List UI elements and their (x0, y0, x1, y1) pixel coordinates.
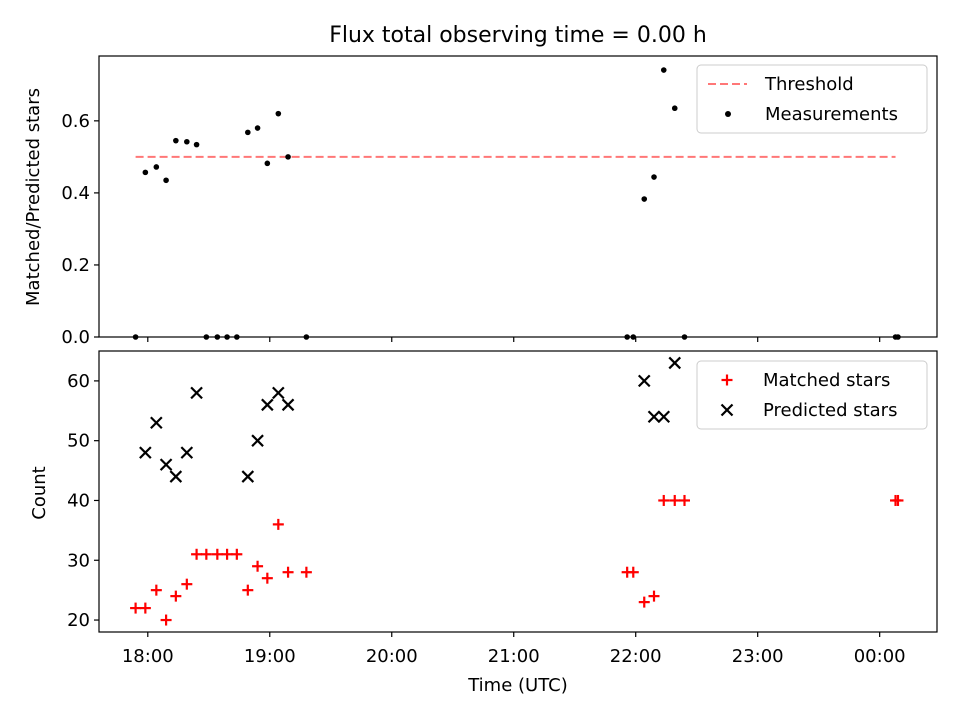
legend-matched-swatch (721, 374, 733, 386)
predicted-stars-point (169, 470, 183, 483)
x-tick-label: 21:00 (488, 646, 540, 667)
count-points (130, 356, 904, 626)
matched-stars-point (252, 560, 264, 572)
counts-plot-frame (98, 350, 938, 633)
y-tick-label: 40 (67, 490, 90, 511)
ratio-legend-box (696, 64, 928, 134)
predicted-stars-point (637, 374, 651, 388)
y-tick-label: 30 (67, 550, 90, 571)
matched-stars-point (130, 602, 142, 614)
counts-panel: 20 30 40 50 60 18:00 19:00 20:00 21:00 22:00 23:0… (29, 350, 938, 696)
predicted-stars-point (668, 356, 682, 370)
y-tick-label: 0.2 (61, 255, 90, 276)
matched-stars-point (272, 518, 284, 530)
ratio-y-axis-title: Matched/Predicted stars (23, 88, 44, 306)
matched-stars-point (200, 548, 212, 560)
predicted-stars-point (272, 386, 285, 400)
measurement-point (641, 196, 648, 202)
matched-stars-point (648, 590, 660, 602)
measurement-point (193, 141, 200, 148)
measurement-point (671, 105, 678, 112)
x-tick-label: 19:00 (244, 646, 296, 667)
legend-threshold-label: Threshold (764, 74, 854, 95)
y-tick-label: 0.4 (61, 183, 90, 204)
y-tick-label: 0.0 (61, 327, 90, 348)
y-tick-label: 0.6 (61, 111, 90, 132)
predicted-stars-point (190, 386, 203, 400)
matched-stars-point (221, 548, 233, 560)
matched-stars-point (139, 602, 151, 614)
ratio-y-ticks: 0.0 0.2 0.4 0.6 (61, 111, 99, 348)
predicted-stars-point (159, 458, 173, 471)
matched-stars-point (211, 548, 223, 560)
matched-stars-point (160, 614, 172, 626)
legend-matched-marker (721, 374, 733, 386)
measurement-point (264, 160, 271, 167)
counts-y-ticks: 20 30 40 50 60 (67, 371, 99, 631)
matched-stars-point (658, 494, 670, 506)
x-tick-label: 18:00 (122, 646, 174, 667)
x-tick-label: 00:00 (854, 646, 906, 667)
predicted-stars-point (139, 446, 152, 459)
counts-x-ticks: 18:00 19:00 20:00 21:00 22:00 23:00 00:00 (122, 632, 906, 667)
matched-stars-point (892, 494, 904, 506)
y-tick-label: 20 (67, 610, 90, 631)
predicted-stars-point (251, 434, 264, 447)
measurement-point (651, 174, 657, 180)
predicted-stars-point (180, 446, 194, 459)
ratio-plot-frame (98, 55, 938, 338)
legend-predicted-swatch (720, 403, 734, 417)
predicted-stars-point (150, 416, 163, 430)
y-tick-label: 50 (67, 431, 90, 452)
measurement-point (285, 154, 291, 160)
chart-title: Flux total observing time = 0.00 h (329, 23, 707, 48)
x-tick-label: 22:00 (610, 646, 662, 667)
predicted-stars-point (241, 470, 255, 483)
matched-stars-point (231, 548, 243, 560)
measurement-point (660, 67, 667, 73)
matched-stars-point (181, 578, 193, 590)
predicted-stars-point (281, 398, 295, 412)
matched-stars-point (627, 566, 639, 578)
matched-stars-point (638, 596, 650, 608)
x-axis-title: Time (UTC) (467, 675, 568, 696)
predicted-stars-point (647, 410, 661, 424)
matched-stars-point (242, 584, 254, 596)
legend-measurements-swatch (725, 111, 731, 117)
legend-predicted-label: Predicted stars (763, 400, 897, 421)
legend-measurements-label: Measurements (765, 104, 898, 125)
matched-stars-point (150, 584, 162, 596)
matched-stars-point (669, 494, 681, 506)
legend-predicted-marker (720, 403, 734, 417)
ratio-x-ticks (147, 337, 881, 342)
measurement-point (275, 110, 282, 117)
measurement-point (173, 137, 179, 144)
measurement-point (254, 125, 261, 131)
measurement-point (142, 169, 149, 176)
x-tick-label: 20:00 (366, 646, 418, 667)
matched-stars-point (300, 566, 312, 578)
ratio-legend: Threshold Measurements (696, 64, 928, 134)
predicted-stars-point (261, 398, 274, 412)
x-tick-label: 23:00 (732, 646, 784, 667)
legend-matched-label: Matched stars (763, 370, 890, 391)
counts-legend-box (696, 360, 928, 430)
matched-stars-point (191, 548, 203, 560)
matched-stars-point (170, 590, 182, 602)
measurement-point (245, 129, 251, 136)
measurement-point (153, 164, 160, 170)
counts-y-axis-title: Count (29, 466, 50, 519)
counts-legend: Matched stars Predicted stars (696, 360, 928, 430)
predicted-stars-point (657, 410, 671, 424)
measurement-point (184, 138, 190, 145)
matched-stars-point (679, 494, 691, 506)
ratio-panel: 0.0 0.2 0.4 0.6 Matched/Predicted stars Thr… (23, 55, 938, 348)
measurement-point (163, 177, 169, 184)
y-tick-label: 60 (67, 371, 90, 392)
matched-stars-point (282, 566, 294, 578)
matched-stars-point (261, 572, 273, 584)
measurement-points (132, 67, 901, 340)
